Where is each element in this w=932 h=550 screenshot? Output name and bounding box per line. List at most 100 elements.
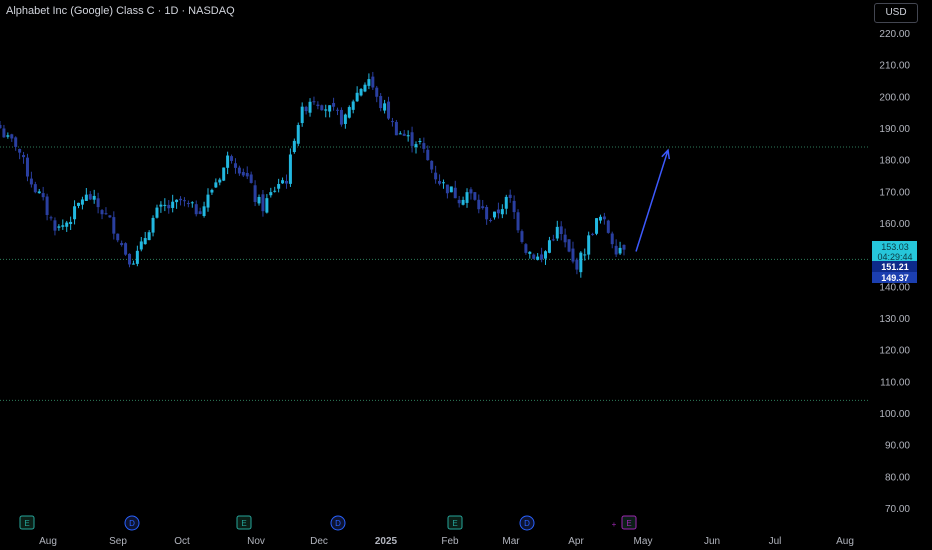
time-axis: Aug Sep Oct Nov Dec 2025 Feb Mar Apr May Jun Jul Aug [39, 536, 854, 547]
dividend-marker [124, 515, 140, 531]
candle-body [281, 180, 285, 184]
candle [430, 160, 434, 174]
candle-body [151, 217, 155, 233]
candle [394, 119, 398, 136]
close-price-tag-b-text: 149.37 [881, 273, 909, 283]
candle [116, 233, 120, 243]
candle-body [139, 241, 143, 250]
earnings-event-icon[interactable]: E [621, 515, 637, 530]
candle-body [512, 200, 516, 213]
candle [516, 209, 520, 233]
candle [434, 165, 438, 184]
candle [33, 181, 37, 194]
candle [84, 187, 88, 201]
candle [80, 196, 84, 210]
event-letter: D [524, 519, 530, 528]
candle [214, 178, 218, 189]
earnings-event-icon[interactable]: E [447, 515, 463, 530]
earnings-event-icon[interactable]: E [236, 515, 252, 530]
candle-body [492, 211, 496, 218]
earnings-event-icon[interactable]: E [19, 515, 35, 530]
earnings-marker [447, 515, 463, 530]
candle-body [261, 194, 265, 212]
candle [49, 215, 53, 221]
dividend-event-icon[interactable]: D [124, 515, 140, 531]
candle-body [571, 248, 575, 262]
candle [167, 200, 171, 214]
candle-body [473, 192, 477, 200]
candle-body [206, 194, 210, 208]
candle-body [284, 180, 288, 184]
candle-body [159, 204, 163, 207]
close-price-tag-a-text: 151.21 [881, 262, 909, 272]
candle-body [88, 194, 92, 200]
candle-body [277, 184, 281, 189]
candle [398, 131, 402, 135]
y-tick-label: 220.00 [879, 29, 910, 40]
candle-body [84, 194, 88, 201]
candle-body [336, 109, 340, 111]
candle-body [367, 79, 371, 86]
candle-body [194, 204, 198, 215]
candle-body [387, 101, 391, 119]
close-price-tag-b: 149.37 [872, 272, 917, 283]
candle-body [371, 76, 375, 88]
candle-body [175, 199, 179, 203]
candle-body [80, 199, 84, 205]
currency-button[interactable]: USD [874, 3, 918, 23]
candle-body [516, 212, 520, 231]
event-letter: E [24, 519, 29, 528]
candle [520, 229, 524, 244]
candle [265, 194, 269, 214]
candle [614, 239, 618, 257]
candle [324, 104, 328, 118]
candle [583, 248, 587, 261]
candle [551, 234, 555, 242]
candle-body [112, 217, 116, 234]
candle-body [339, 109, 343, 125]
candle-body [222, 167, 226, 181]
candle [347, 105, 351, 119]
candle [402, 129, 406, 136]
dividend-event-icon[interactable]: D [519, 515, 535, 531]
candle [618, 241, 622, 255]
candle-body [320, 105, 324, 111]
candle-body [41, 193, 45, 198]
candle [512, 195, 516, 219]
candle-body [296, 125, 300, 144]
candle [25, 153, 29, 182]
candle-body [610, 233, 614, 245]
candle [292, 138, 296, 154]
candle [53, 217, 57, 236]
event-markers: E D E D E D E + [19, 515, 637, 531]
candle-body [316, 104, 320, 107]
candle-body [218, 179, 222, 183]
candle [485, 204, 489, 225]
candle-body [355, 92, 359, 102]
horizontal-levels [0, 146, 870, 401]
candle-body [304, 106, 308, 112]
dividend-event-icon[interactable]: D [330, 515, 346, 531]
candle-body [143, 238, 147, 245]
x-tick-label: Aug [836, 536, 854, 547]
candle [131, 260, 135, 265]
candle [383, 99, 387, 114]
candle [124, 242, 128, 256]
candle-body [186, 203, 190, 205]
candle [65, 220, 69, 232]
candle [151, 215, 155, 237]
candle [120, 240, 124, 247]
candle [422, 137, 426, 153]
candle [296, 122, 300, 147]
candle-body [622, 244, 626, 250]
candle-body [481, 206, 485, 209]
y-tick-label: 200.00 [879, 92, 910, 103]
plus-icon: + [612, 520, 617, 529]
close-price-tag-a-bg [872, 261, 917, 272]
candle-body [489, 220, 493, 222]
chart-title: Alphabet Inc (Google) Class C · 1D · NAS… [6, 5, 235, 17]
y-tick-label: 180.00 [879, 156, 910, 167]
candle-body [245, 172, 249, 177]
